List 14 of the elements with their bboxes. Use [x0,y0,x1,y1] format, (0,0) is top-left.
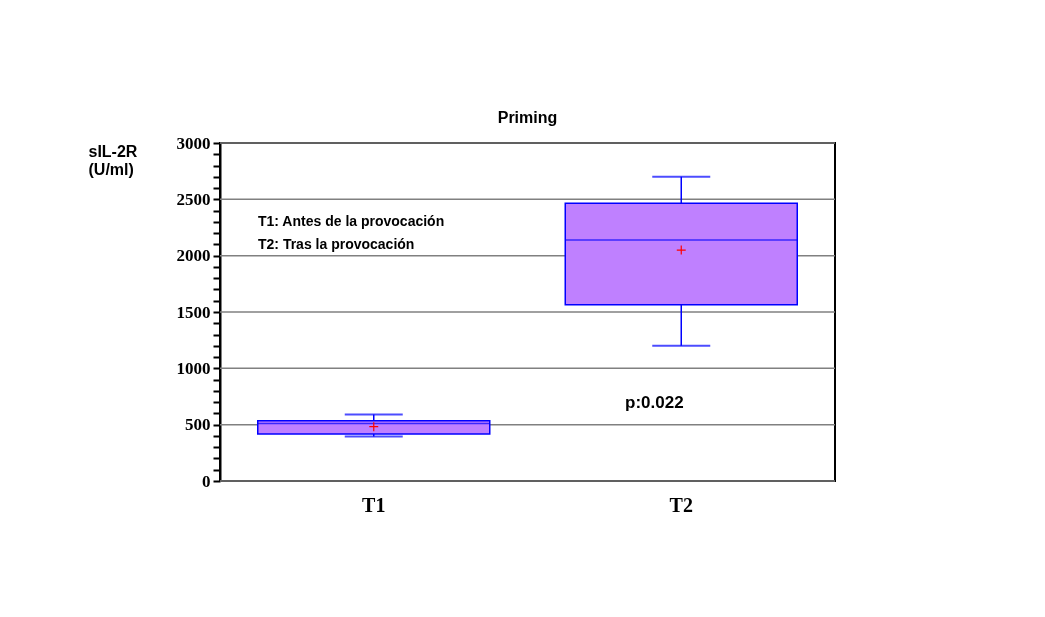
y-tick-label: 0 [202,471,211,491]
y-axis-title: sIL-2R (U/ml) [88,142,138,178]
annotation: T1: Antes de la provocación [258,213,445,229]
x-tick-label: T1 [362,493,386,516]
annotation: T2: Tras la provocación [258,236,415,252]
y-tick-label: 1000 [176,358,211,378]
chart-title: Priming [497,109,558,126]
y-tick-label: 500 [185,415,211,435]
y-tick-label: 3000 [176,133,211,153]
x-tick-label: T2 [669,493,693,516]
y-tick-label: 1500 [176,302,211,322]
annotation: p:0.022 [625,393,684,412]
y-tick-label: 2000 [176,246,211,266]
y-tick-label: 2500 [176,189,211,209]
